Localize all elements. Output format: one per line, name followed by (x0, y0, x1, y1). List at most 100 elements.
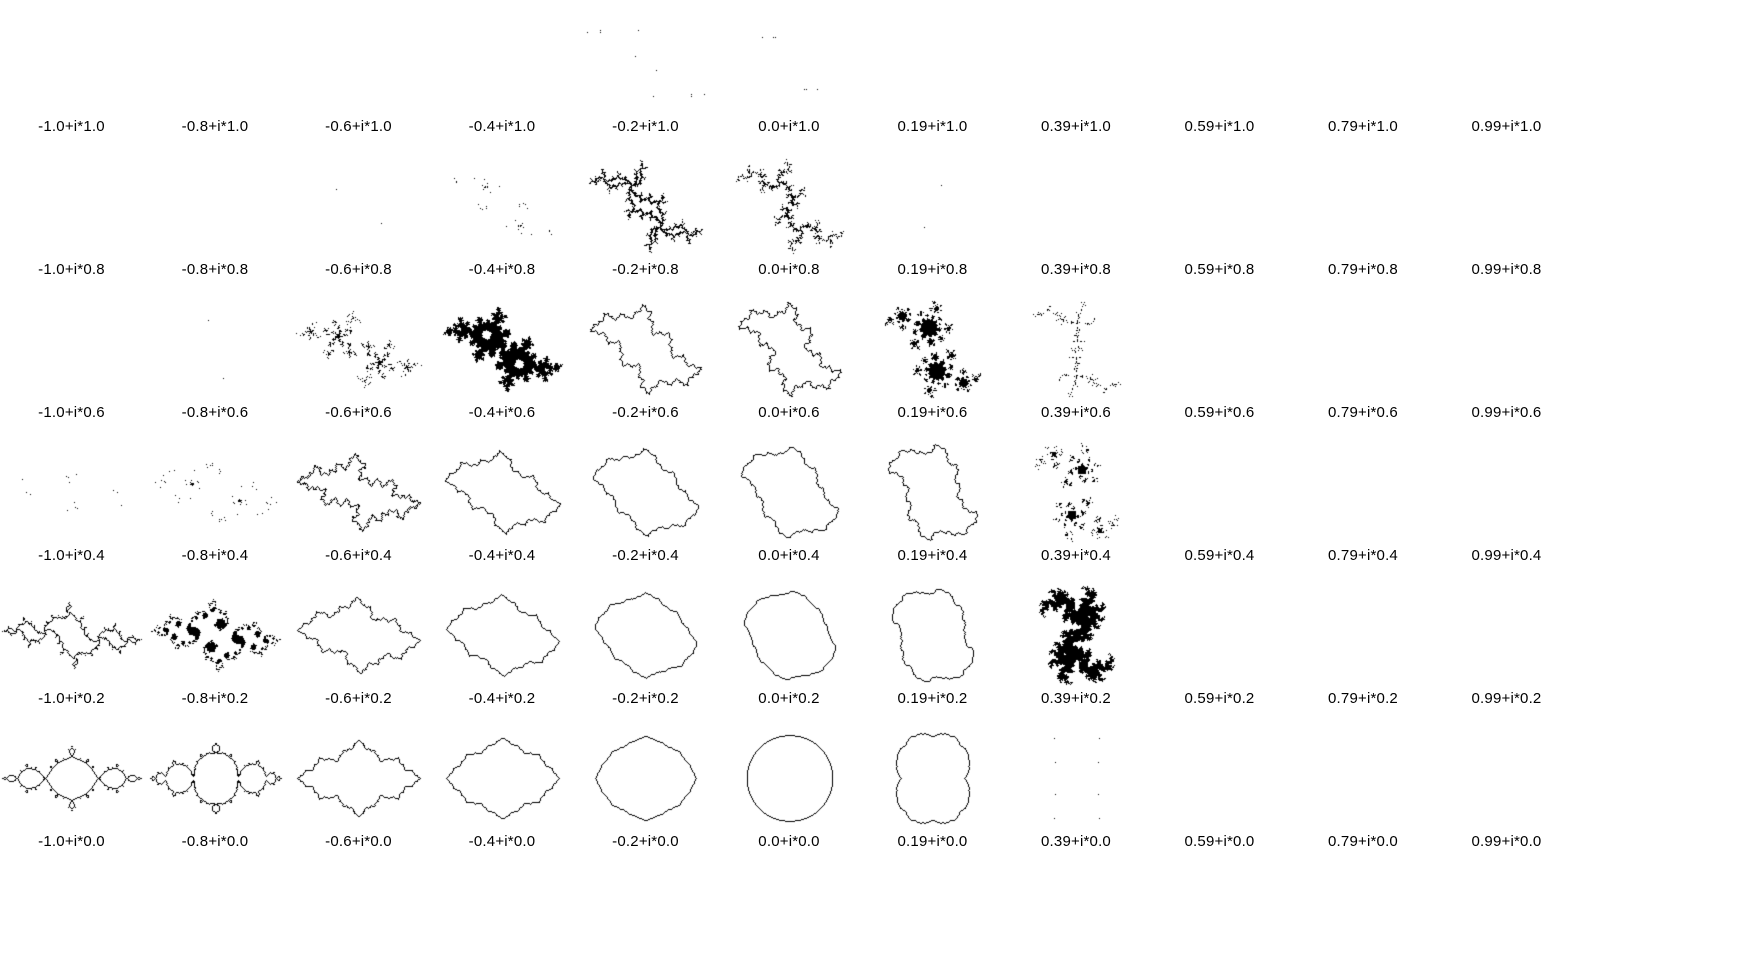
julia-panel: 0.99+i*0.4 (1435, 429, 1578, 572)
julia-set-image (717, 2, 861, 124)
julia-set-image (861, 2, 1004, 124)
julia-panel: -0.2+i*1.0 (574, 0, 717, 143)
parameter-label: 0.19+i*0.8 (897, 261, 968, 278)
julia-set-image (0, 145, 143, 267)
parameter-label: -0.4+i*0.8 (468, 261, 536, 278)
julia-panel: -0.2+i*0.6 (574, 286, 717, 429)
julia-panel: 0.99+i*0.0 (1435, 715, 1578, 858)
julia-panel: -0.4+i*0.6 (430, 286, 574, 429)
julia-set-image (1291, 2, 1435, 124)
julia-panel: 0.19+i*0.8 (861, 143, 1004, 286)
julia-panel: -0.4+i*0.8 (430, 143, 574, 286)
parameter-label: 0.0+i*0.2 (758, 690, 820, 707)
julia-panel: -0.8+i*0.0 (143, 715, 287, 858)
julia-set-image (143, 288, 287, 410)
julia-set-image (574, 717, 717, 839)
parameter-label: 0.99+i*0.8 (1471, 261, 1542, 278)
julia-set-image (717, 145, 861, 267)
julia-set-image (1435, 574, 1578, 696)
parameter-label: 0.99+i*0.0 (1471, 833, 1542, 850)
julia-panel: 0.59+i*1.0 (1148, 0, 1291, 143)
julia-panel: -1.0+i*0.8 (0, 143, 143, 286)
julia-set-image (1004, 2, 1148, 124)
julia-set-image (861, 431, 1004, 553)
julia-set-image (430, 431, 574, 553)
parameter-label: -0.4+i*0.6 (468, 404, 536, 421)
julia-set-image (1148, 574, 1291, 696)
julia-panel: 0.19+i*1.0 (861, 0, 1004, 143)
parameter-label: -0.2+i*0.6 (612, 404, 679, 421)
julia-panel: 0.39+i*0.0 (1004, 715, 1148, 858)
parameter-label: 0.79+i*0.6 (1328, 404, 1398, 421)
julia-panel: 0.0+i*0.8 (717, 143, 861, 286)
parameter-label: -0.6+i*0.4 (325, 547, 392, 564)
parameter-label: -0.8+i*0.0 (181, 833, 249, 850)
julia-set-image (574, 431, 717, 553)
julia-panel: 0.0+i*0.6 (717, 286, 861, 429)
julia-set-image (1148, 717, 1291, 839)
julia-panel: -1.0+i*0.4 (0, 429, 143, 572)
parameter-label: -0.8+i*0.4 (181, 547, 249, 564)
julia-set-image (717, 431, 861, 553)
parameter-label: 0.39+i*0.8 (1041, 261, 1111, 278)
julia-panel: -0.8+i*1.0 (143, 0, 287, 143)
parameter-label: 0.99+i*1.0 (1471, 118, 1542, 135)
julia-set-image (1435, 145, 1578, 267)
julia-panel: 0.59+i*0.8 (1148, 143, 1291, 286)
julia-set-image (287, 2, 430, 124)
julia-panel: 0.0+i*1.0 (717, 0, 861, 143)
parameter-label: -1.0+i*1.0 (38, 118, 105, 135)
julia-panel: 0.99+i*0.2 (1435, 572, 1578, 715)
parameter-label: -0.8+i*0.2 (181, 690, 249, 707)
julia-set-image (1435, 2, 1578, 124)
julia-panel: -0.8+i*0.2 (143, 572, 287, 715)
julia-panel: -0.6+i*0.6 (287, 286, 430, 429)
parameter-label: 0.39+i*0.0 (1041, 833, 1111, 850)
parameter-label: 0.39+i*0.6 (1041, 404, 1111, 421)
julia-set-image (1435, 431, 1578, 553)
parameter-label: 0.99+i*0.4 (1471, 547, 1542, 564)
parameter-label: 0.59+i*0.6 (1184, 404, 1255, 421)
julia-panel: 0.39+i*1.0 (1004, 0, 1148, 143)
julia-panel: 0.59+i*0.6 (1148, 286, 1291, 429)
parameter-label: -0.2+i*0.4 (612, 547, 679, 564)
julia-set-image (143, 717, 287, 839)
julia-set-image (574, 2, 717, 124)
parameter-label: 0.59+i*0.2 (1184, 690, 1255, 707)
parameter-label: -1.0+i*0.0 (38, 833, 105, 850)
parameter-label: -0.4+i*0.0 (468, 833, 536, 850)
julia-panel: 0.79+i*0.6 (1291, 286, 1435, 429)
parameter-label: 0.0+i*1.0 (758, 118, 820, 135)
parameter-label: 0.79+i*1.0 (1328, 118, 1398, 135)
julia-panel: 0.99+i*0.6 (1435, 286, 1578, 429)
julia-panel: -0.8+i*0.4 (143, 429, 287, 572)
julia-set-image (287, 288, 430, 410)
julia-set-image (574, 145, 717, 267)
julia-panel: -0.6+i*1.0 (287, 0, 430, 143)
julia-set-image (1004, 717, 1148, 839)
julia-set-image (1004, 288, 1148, 410)
parameter-label: 0.59+i*0.8 (1184, 261, 1255, 278)
parameter-label: -1.0+i*0.6 (38, 404, 105, 421)
parameter-label: -0.6+i*0.2 (325, 690, 392, 707)
julia-set-image (717, 574, 861, 696)
julia-set-image (287, 574, 430, 696)
parameter-label: 0.79+i*0.0 (1328, 833, 1398, 850)
julia-panel: -0.6+i*0.4 (287, 429, 430, 572)
julia-set-image (1148, 431, 1291, 553)
julia-panel: 0.19+i*0.6 (861, 286, 1004, 429)
julia-set-image (0, 288, 143, 410)
parameter-label: -0.6+i*1.0 (325, 118, 392, 135)
julia-set-image (0, 431, 143, 553)
julia-panel: -0.2+i*0.2 (574, 572, 717, 715)
julia-set-image (0, 717, 143, 839)
parameter-label: -0.4+i*0.4 (468, 547, 536, 564)
julia-set-image (574, 288, 717, 410)
julia-panel: 0.39+i*0.8 (1004, 143, 1148, 286)
parameter-label: -1.0+i*0.2 (38, 690, 105, 707)
julia-set-image (1148, 145, 1291, 267)
julia-panel: 0.39+i*0.6 (1004, 286, 1148, 429)
julia-panel: -1.0+i*0.2 (0, 572, 143, 715)
julia-panel: 0.39+i*0.2 (1004, 572, 1148, 715)
